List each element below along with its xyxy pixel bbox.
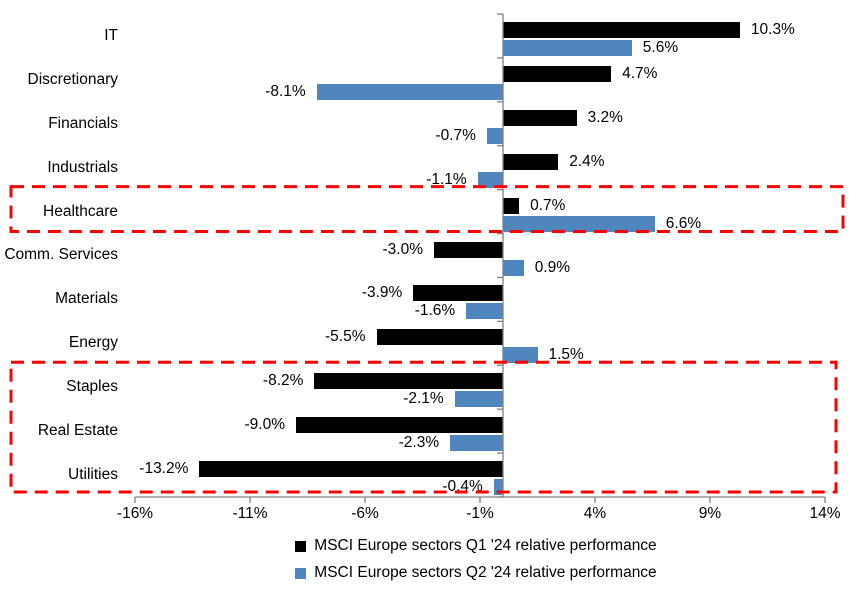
category-label-healthcare: Healthcare (43, 202, 118, 220)
bar-q1-comm-services (434, 241, 503, 258)
value-label: -2.3% (398, 434, 440, 452)
value-label: -0.7% (435, 126, 476, 144)
value-label: -1.6% (414, 302, 456, 320)
bar-q1-it (503, 22, 740, 38)
value-label: -5.5% (325, 328, 366, 346)
value-axis-label: -11% (232, 505, 268, 522)
bar-q1-staples (314, 373, 503, 390)
bar-q1-materials (413, 285, 503, 302)
bar-q2-financials (486, 127, 503, 144)
value-label: -13.2% (139, 460, 189, 478)
value-label: -1.1% (426, 170, 467, 188)
category-label-financials: Financials (48, 114, 118, 132)
bar-q2-it (503, 40, 632, 56)
value-label: -0.4% (442, 478, 483, 496)
value-axis-label: 4% (583, 505, 607, 522)
value-axis-label: 14% (809, 505, 841, 522)
value-axis-label: -6% (351, 505, 379, 522)
bar-q2-materials (466, 303, 503, 320)
bar-q2-real-estate (450, 435, 503, 452)
bar-q1-industrials (503, 153, 559, 170)
value-axis-label: -1% (466, 505, 494, 522)
bar-q2-discretionary (316, 83, 503, 100)
category-label-comm-services: Comm. Services (4, 246, 118, 264)
legend-swatch-icon (295, 540, 307, 552)
category-label-discretionary: Discretionary (27, 70, 118, 88)
bar-q2-industrials (477, 171, 503, 188)
bar-q2-energy (503, 347, 538, 364)
bar-q1-healthcare (503, 197, 520, 214)
bar-q1-financials (503, 109, 577, 126)
bar-q2-comm-services (503, 259, 524, 276)
value-label: -9.0% (244, 416, 286, 434)
legend-swatch-icon (295, 567, 307, 579)
bar-q1-energy (376, 329, 503, 346)
value-label: 6.6% (665, 214, 702, 232)
category-label-real-estate: Real Estate (37, 422, 118, 440)
category-label-staples: Staples (66, 378, 118, 396)
value-label: -8.2% (262, 372, 304, 390)
category-label-materials: Materials (55, 290, 118, 308)
value-label: 0.9% (534, 258, 571, 276)
bar-q1-utilities (199, 461, 503, 478)
category-label-utilities: Utilities (68, 466, 118, 484)
legend: MSCI Europe sectors Q1 '24 relative perf… (0, 536, 852, 590)
bar-q1-discretionary (503, 65, 612, 82)
value-axis-label: 9% (698, 505, 722, 522)
legend-item-q1: MSCI Europe sectors Q1 '24 relative perf… (295, 536, 657, 556)
category-label-energy: Energy (68, 334, 118, 352)
value-label: -3.0% (382, 240, 424, 258)
bar-q2-healthcare (503, 215, 655, 232)
legend-label: MSCI Europe sectors Q1 '24 relative perf… (314, 537, 657, 554)
value-label: -3.9% (361, 284, 403, 302)
value-label: 1.5% (548, 346, 584, 364)
legend-label: MSCI Europe sectors Q2 '24 relative perf… (314, 564, 657, 581)
value-label: -2.1% (403, 390, 444, 408)
value-label: 4.7% (622, 64, 658, 82)
value-axis-label: -16% (116, 505, 154, 522)
healthcare-highlight-box (9, 185, 845, 234)
legend-item-q2: MSCI Europe sectors Q2 '24 relative perf… (295, 563, 657, 583)
value-label: 0.7% (530, 196, 566, 214)
value-label: 2.4% (569, 152, 605, 170)
category-label-industrials: Industrials (47, 158, 118, 176)
bar-q1-real-estate (296, 417, 503, 434)
bar-q2-utilities (493, 479, 503, 496)
value-label: 10.3% (750, 21, 795, 38)
value-label: -8.1% (265, 82, 306, 100)
value-label: 3.2% (587, 108, 623, 126)
value-label: 5.6% (642, 39, 679, 56)
bar-q2-staples (454, 391, 503, 408)
category-label-it: IT (104, 26, 118, 44)
